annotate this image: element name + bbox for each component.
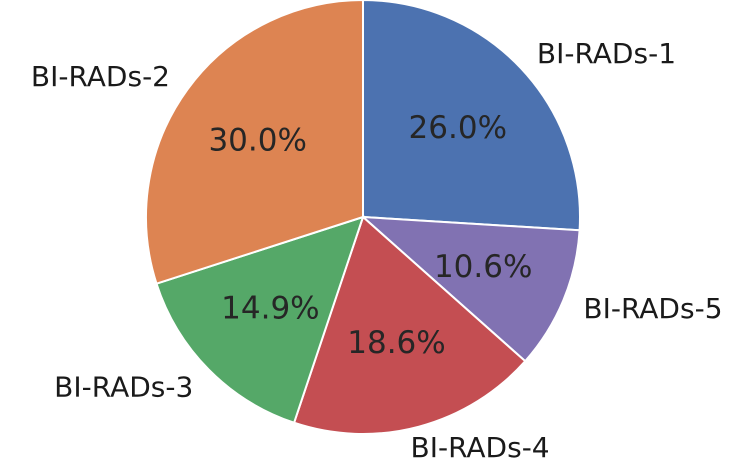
percent-label-bi-rads-5: 10.6%	[434, 249, 532, 285]
pie-slice-bi-rads-2	[145, 0, 364, 285]
category-labels: BI-RADs-1 BI-RADs-5 BI-RADs-4 BI-RADs-3 BI-R…	[31, 37, 723, 460]
pie-slice-bi-rads-4	[292, 215, 527, 435]
pie-slice-bi-rads-1	[362, 0, 581, 232]
category-label-bi-rads-1: BI-RADs-1	[537, 37, 676, 70]
category-label-bi-rads-2: BI-RADs-2	[31, 60, 170, 93]
category-label-bi-rads-3: BI-RADs-3	[54, 370, 193, 403]
percent-label-bi-rads-1: 26.0%	[409, 110, 507, 146]
category-label-bi-rads-5: BI-RADs-5	[583, 292, 722, 325]
percent-label-bi-rads-2: 30.0%	[208, 122, 306, 158]
pie-slice-bi-rads-5	[360, 215, 581, 363]
pie-slices	[145, 0, 581, 435]
percent-label-bi-rads-4: 18.6%	[347, 325, 445, 361]
percent-label-bi-rads-3: 14.9%	[221, 291, 319, 327]
pie-slice-bi-rads-3	[155, 215, 365, 425]
percent-labels: 26.0% 10.6% 18.6% 14.9% 30.0%	[208, 110, 532, 361]
category-label-bi-rads-4: BI-RADs-4	[411, 431, 550, 460]
